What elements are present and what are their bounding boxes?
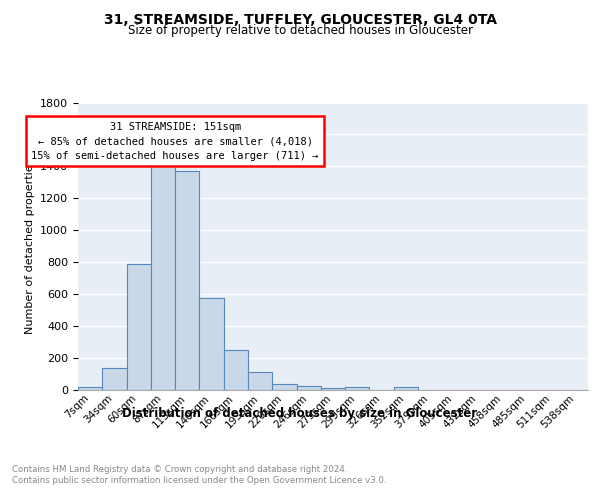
Bar (175, 171, 199, 390)
Y-axis label: Number of detached properties: Number of detached properties (25, 158, 35, 334)
Text: Size of property relative to detached houses in Gloucester: Size of property relative to detached ho… (128, 24, 473, 37)
Bar (224, 350, 248, 390)
Text: Distribution of detached houses by size in Gloucester: Distribution of detached houses by size … (122, 408, 478, 420)
Bar (345, 388, 370, 390)
Bar (102, 368, 127, 390)
Bar (78, 387, 102, 390)
Bar (151, 154, 175, 390)
Bar (127, 264, 151, 390)
Text: Contains HM Land Registry data © Crown copyright and database right 2024.: Contains HM Land Registry data © Crown c… (12, 465, 347, 474)
Bar (272, 384, 296, 390)
Bar (296, 386, 321, 390)
Text: Contains public sector information licensed under the Open Government Licence v3: Contains public sector information licen… (12, 476, 386, 485)
Bar (394, 387, 418, 390)
Text: 31, STREAMSIDE, TUFFLEY, GLOUCESTER, GL4 0TA: 31, STREAMSIDE, TUFFLEY, GLOUCESTER, GL4… (104, 12, 497, 26)
Bar (321, 388, 345, 390)
Bar (248, 372, 272, 390)
Text: 31 STREAMSIDE: 151sqm
← 85% of detached houses are smaller (4,018)
15% of semi-d: 31 STREAMSIDE: 151sqm ← 85% of detached … (31, 122, 319, 162)
Bar (199, 298, 224, 390)
